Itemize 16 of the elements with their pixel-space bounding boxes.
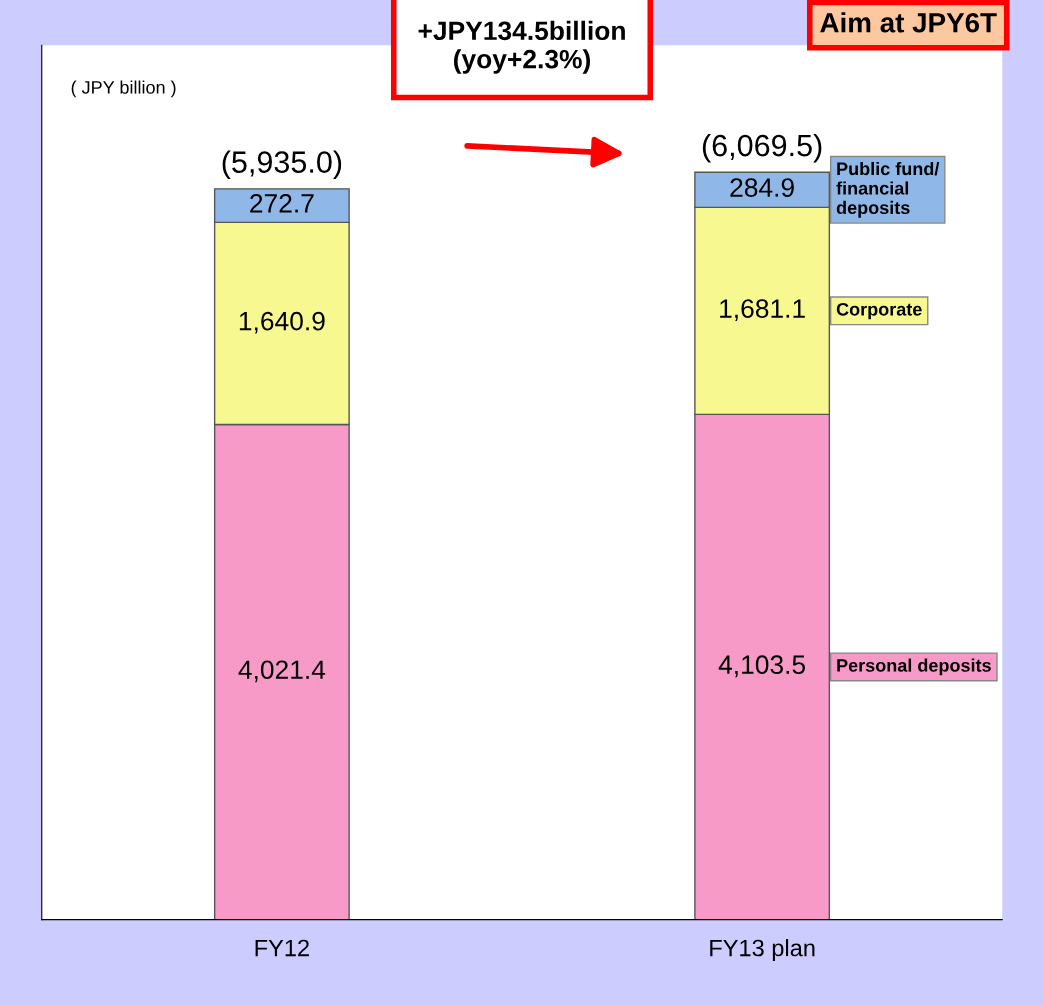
data-label: 272.7 [250,194,314,213]
data-label: 4,103.5 [718,655,806,678]
data-label: 1,681.1 [720,299,805,322]
x-tick-label: FY13 plan [710,939,815,962]
x-tick-label: FY12 [255,939,309,957]
series-label: Personal deposits [837,658,991,676]
total-label: (6,069.5) [702,133,822,163]
data-label: 284.9 [730,178,794,197]
data-label: 1,640.9 [239,311,325,334]
series-label: Public fund/ financial deposits [836,161,940,218]
data-label: 4,021.4 [238,660,326,683]
text: Aim at JPY6T [820,12,997,33]
total-label: (5,935.0) [222,150,342,179]
series-label: Corporate [836,302,922,320]
text: ( JPY billion ) [71,80,176,98]
text: +JPY134.5billion (yoy+2.3%) [418,20,625,74]
